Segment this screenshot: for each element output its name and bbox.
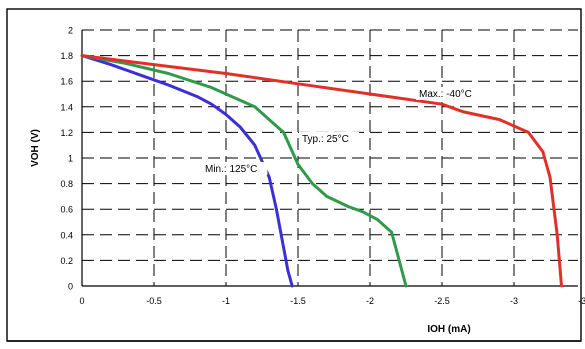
series-annotation: Typ.: 25°C [302, 134, 349, 145]
series-annotation: Min.: 125°C [205, 164, 257, 175]
x-tick-label: -2.5 [434, 296, 450, 306]
x-tick-label: -3 [510, 296, 518, 306]
series-line-0 [80, 54, 294, 288]
y-tick-label: 0 [68, 282, 73, 292]
x-tick-label: -3.5 [578, 296, 585, 306]
y-tick-label: 1.8 [60, 51, 73, 61]
x-tick-label: -1 [222, 296, 230, 306]
x-tick-label: -0.5 [146, 296, 162, 306]
series-line-1 [80, 54, 408, 288]
series-line-2 [80, 54, 563, 288]
axis-layer [81, 30, 578, 287]
annotation-bg [299, 132, 359, 145]
series-layer [80, 54, 563, 288]
y-tick-label: 0.8 [60, 179, 73, 189]
y-tick-label: 1.6 [60, 77, 73, 87]
y-tick-label: 1.2 [60, 128, 73, 138]
x-tick-label: -1.5 [290, 296, 306, 306]
series-annotation: Max.: -40°C [419, 89, 472, 100]
grid-layer [82, 29, 578, 286]
x-tick-label: -2 [366, 296, 374, 306]
x-axis-title: IOH (mA) [427, 324, 470, 335]
annotation-layer: Min.: 125°C Typ.: 25°C Max.: -40°C [202, 87, 482, 175]
annotation-bg [416, 87, 482, 100]
annotation-bg [202, 162, 268, 175]
y-tick-label: 0.6 [60, 205, 73, 215]
y-tick-label: 0.4 [60, 230, 73, 240]
y-axis-title: VOH (V) [30, 129, 41, 167]
tick-label-layer: 0 0.2 0.4 0.6 0.8 1 1.2 1.4 1.6 1.8 2 0 -0.5 -1 -1.5 -2… [60, 26, 585, 307]
y-tick-label: 1.4 [60, 102, 73, 112]
y-tick-label: 2 [68, 26, 73, 36]
y-tick-label: 1 [68, 154, 73, 164]
x-tick-label: 0 [79, 296, 84, 306]
y-tick-label: 0.2 [60, 256, 73, 266]
